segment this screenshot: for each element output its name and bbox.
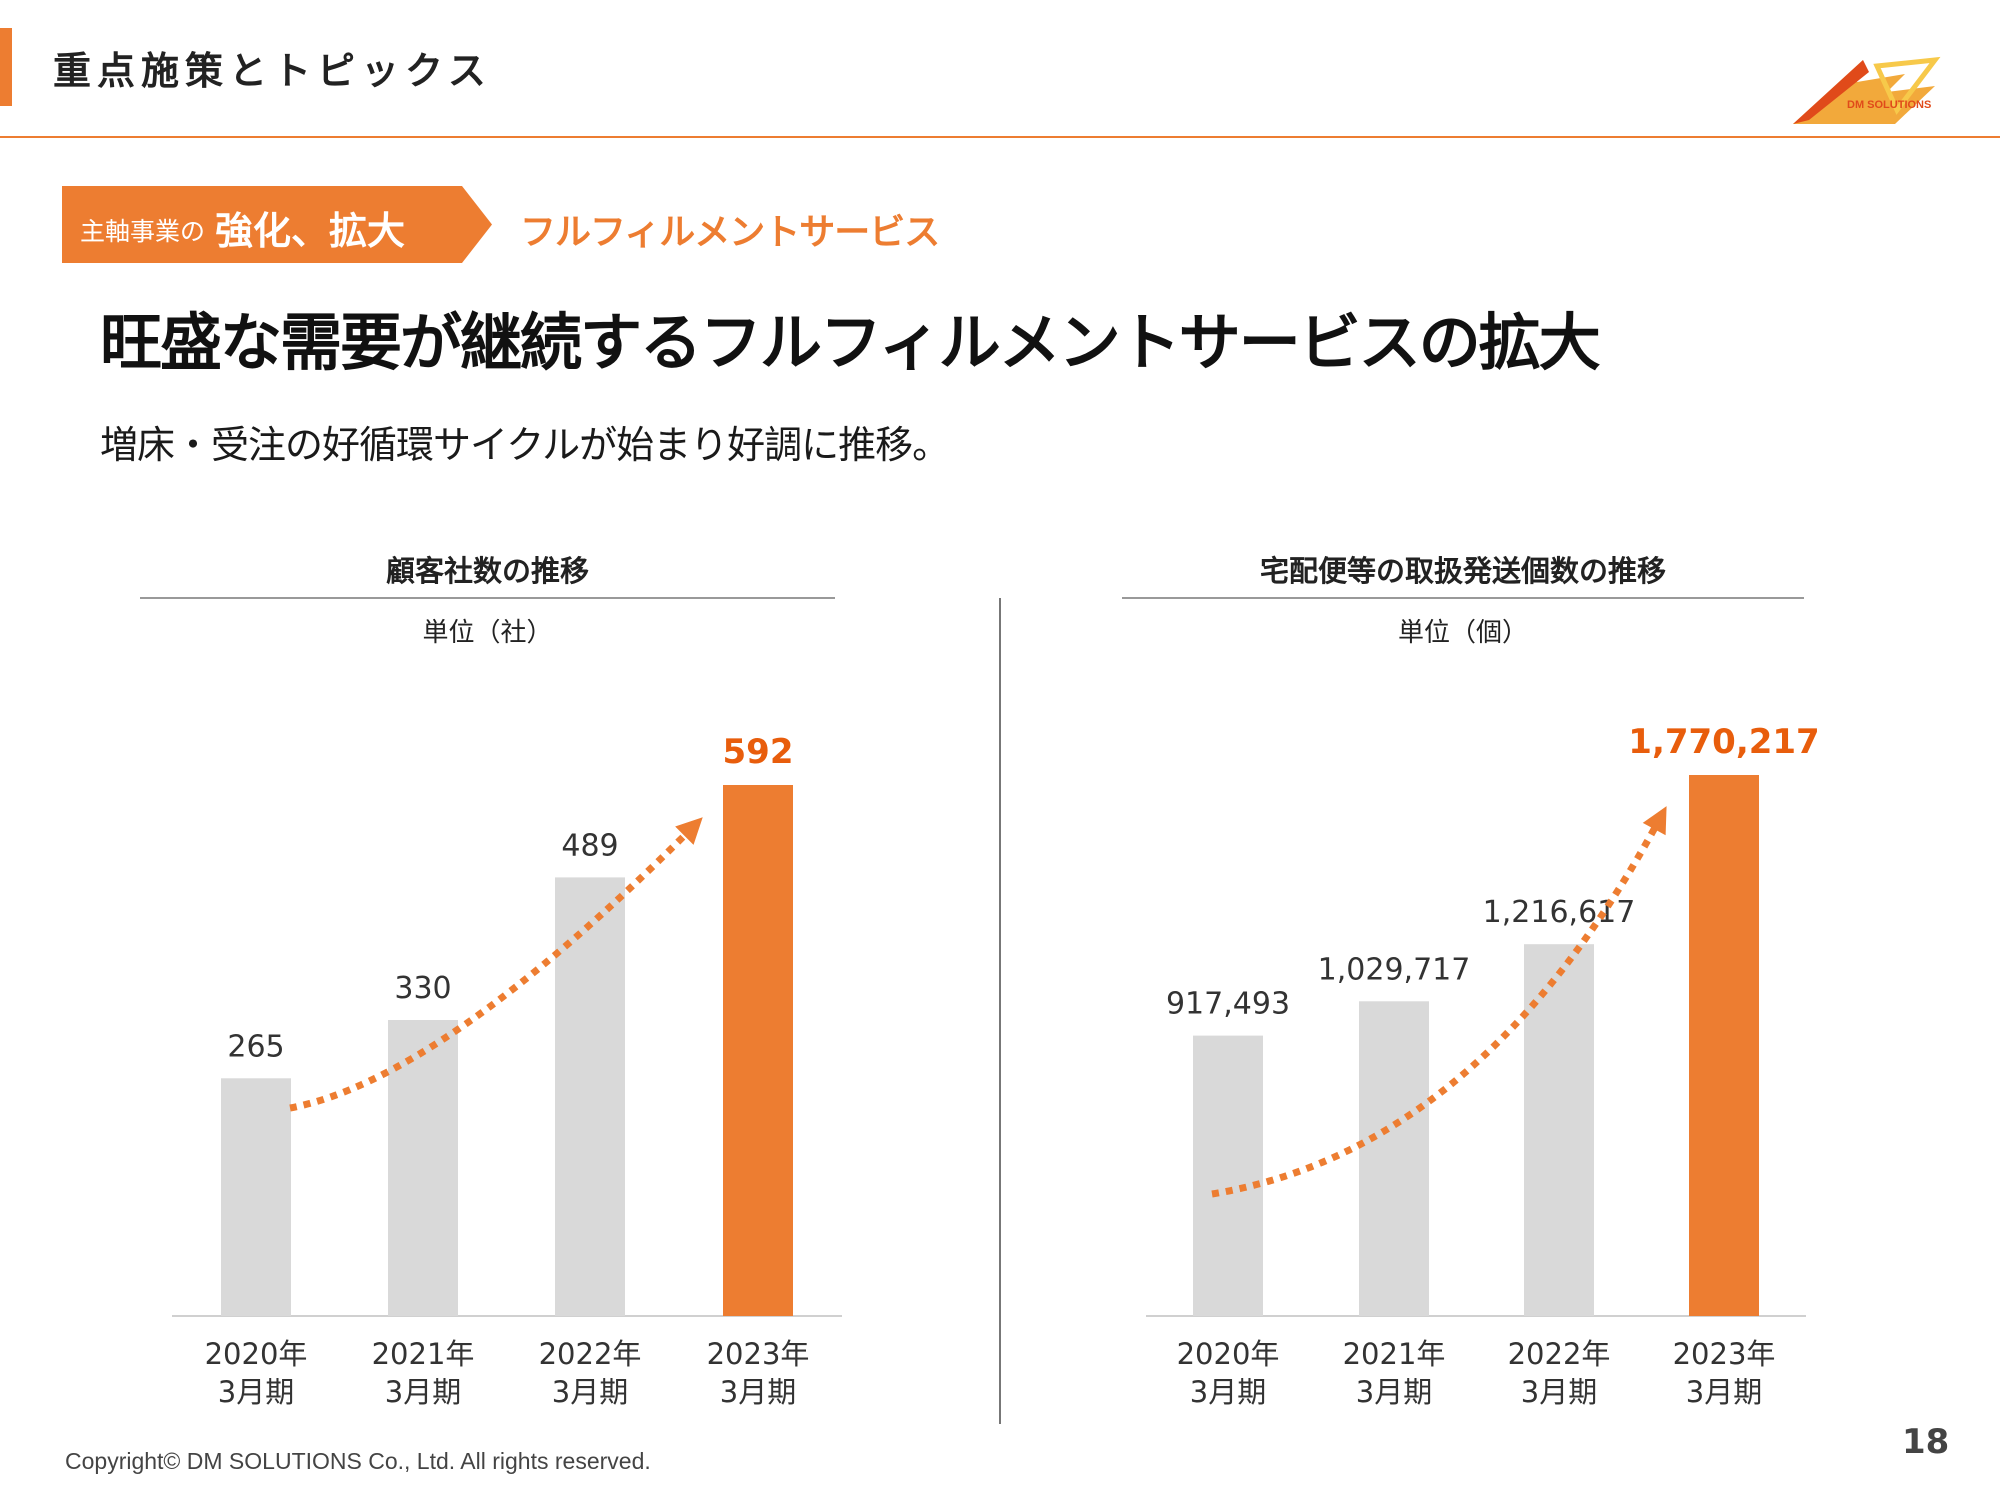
chart-2-category-label: 3月期 [1686, 1375, 1762, 1409]
chart-2-trend-arrowhead [1642, 806, 1667, 836]
chart-2-bar [1689, 775, 1759, 1316]
chart-2-category-label: 3月期 [1521, 1375, 1597, 1409]
chart-2-trend-line [1211, 820, 1662, 1198]
chart-2-category-label: 3月期 [1190, 1375, 1266, 1409]
chart-2-data-label: 1,029,717 [1318, 952, 1471, 987]
chart-1-category-label: 3月期 [720, 1375, 796, 1409]
chart-2-bar [1193, 1035, 1263, 1316]
chart-1-category-label: 2020年 [205, 1337, 308, 1371]
chart-2-data-label: 917,493 [1166, 987, 1290, 1022]
logo-mark-outline [1873, 56, 1941, 115]
chart-1-category-label: 2023年 [707, 1337, 810, 1371]
chart-1-category-label: 2022年 [539, 1337, 642, 1371]
ribbon-label: 主軸事業の 強化、拡大 [80, 200, 405, 255]
chart-2-bar [1524, 944, 1594, 1316]
chart-2-title: 宅配便等の取扱発送個数の推移 [1259, 554, 1666, 588]
header-rule [0, 136, 2000, 138]
chart-1-category-label: 3月期 [218, 1375, 294, 1409]
chart-1-trend-arrowhead [675, 817, 703, 845]
chart-2-bar [1359, 1001, 1429, 1316]
company-logo: DM SOLUTIONS [1793, 56, 1941, 124]
chart-1-category-label: 3月期 [385, 1375, 461, 1409]
ribbon-service-tag: フルフィルメントサービス [520, 212, 940, 253]
copyright-text: Copyright© DM SOLUTIONS Co., Ltd. All ri… [65, 1448, 651, 1474]
chart-1-unit-label: 単位（社） [422, 618, 553, 648]
chart-1-bar [723, 785, 793, 1316]
chart-1-data-label: 592 [723, 732, 794, 772]
chart-2-category-label: 2020年 [1177, 1337, 1280, 1371]
chart-1-data-label: 489 [561, 828, 618, 863]
logo-text: DM SOLUTIONS [1847, 99, 1931, 111]
chart-2-unit-label: 単位（個） [1397, 618, 1528, 648]
chart-1-category-label: 3月期 [552, 1375, 628, 1409]
chart-1-bar [221, 1078, 291, 1316]
chart-2-category-label: 2023年 [1673, 1337, 1776, 1371]
ribbon-emphasis: 強化、拡大 [215, 209, 406, 253]
chart-1-trend-line [289, 827, 693, 1112]
ribbon-prefix: 主軸事業の [80, 217, 206, 246]
chart-divider [999, 598, 1001, 1424]
header-accent-bar [0, 28, 12, 106]
ribbon-arrow-shape [62, 186, 492, 263]
chart-1-category-label: 2021年 [372, 1337, 475, 1371]
page-title: 旺盛な需要が継続するフルフィルメントサービスの拡大 [100, 306, 1601, 379]
chart-2-data-label: 1,216,617 [1483, 895, 1636, 930]
chart-2-title-rule [1122, 597, 1804, 599]
chart-1-data-label: 265 [227, 1029, 284, 1064]
chart-1-data-label: 330 [394, 971, 451, 1006]
chart-1-title: 顧客社数の推移 [385, 554, 589, 588]
chart-2-category-label: 2022年 [1508, 1337, 1611, 1371]
section-ribbon [62, 186, 492, 263]
logo-mark-shade [1793, 60, 1869, 124]
chart-2-category-label: 2021年 [1343, 1337, 1446, 1371]
header-title: 重点施策とトピックス [53, 49, 492, 93]
chart-1-bar [555, 877, 625, 1316]
page-number: 18 [1902, 1422, 1950, 1462]
chart-1-title-rule [140, 597, 835, 599]
page-subtitle: 増床・受注の好循環サイクルが始まり好調に推移。 [100, 423, 950, 467]
chart-2-category-label: 3月期 [1356, 1375, 1432, 1409]
chart-2-data-label: 1,770,217 [1628, 722, 1819, 762]
